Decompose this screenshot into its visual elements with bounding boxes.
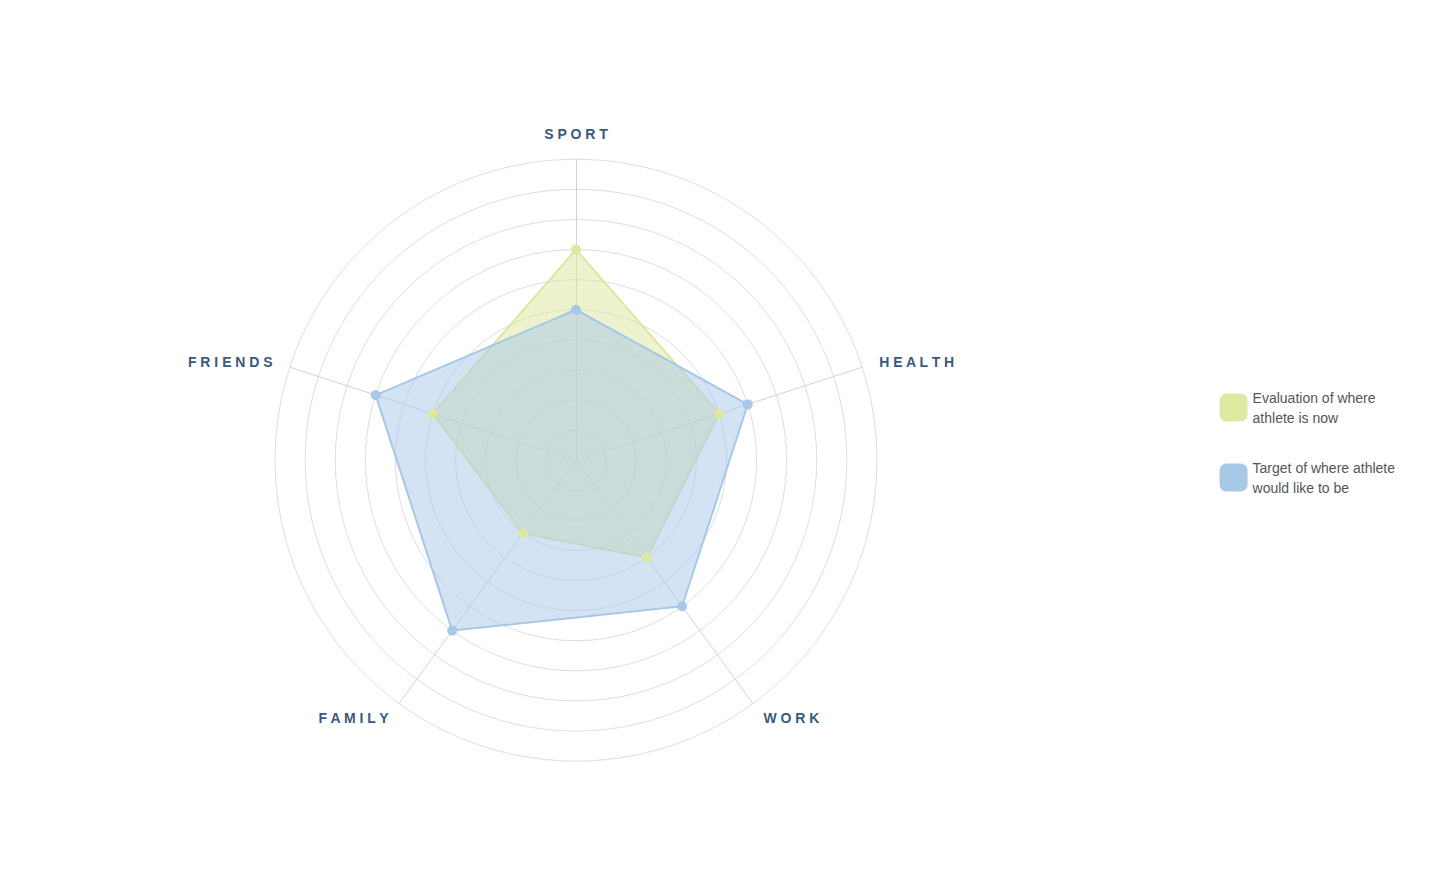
svg-text:F A M I L Y: F A M I L Y	[319, 710, 390, 726]
svg-text:S P O R T: S P O R T	[544, 126, 608, 142]
svg-text:W O R K: W O R K	[763, 710, 819, 726]
svg-text:would like to be: would like to be	[1252, 480, 1350, 496]
svg-text:H E A L T H: H E A L T H	[879, 354, 954, 370]
svg-text:F R I E N D S: F R I E N D S	[188, 354, 273, 370]
svg-text:athlete is now: athlete is now	[1253, 410, 1339, 426]
svg-text:Evaluation of where: Evaluation of where	[1253, 390, 1376, 406]
svg-text:Target of where athlete: Target of where athlete	[1253, 460, 1396, 476]
